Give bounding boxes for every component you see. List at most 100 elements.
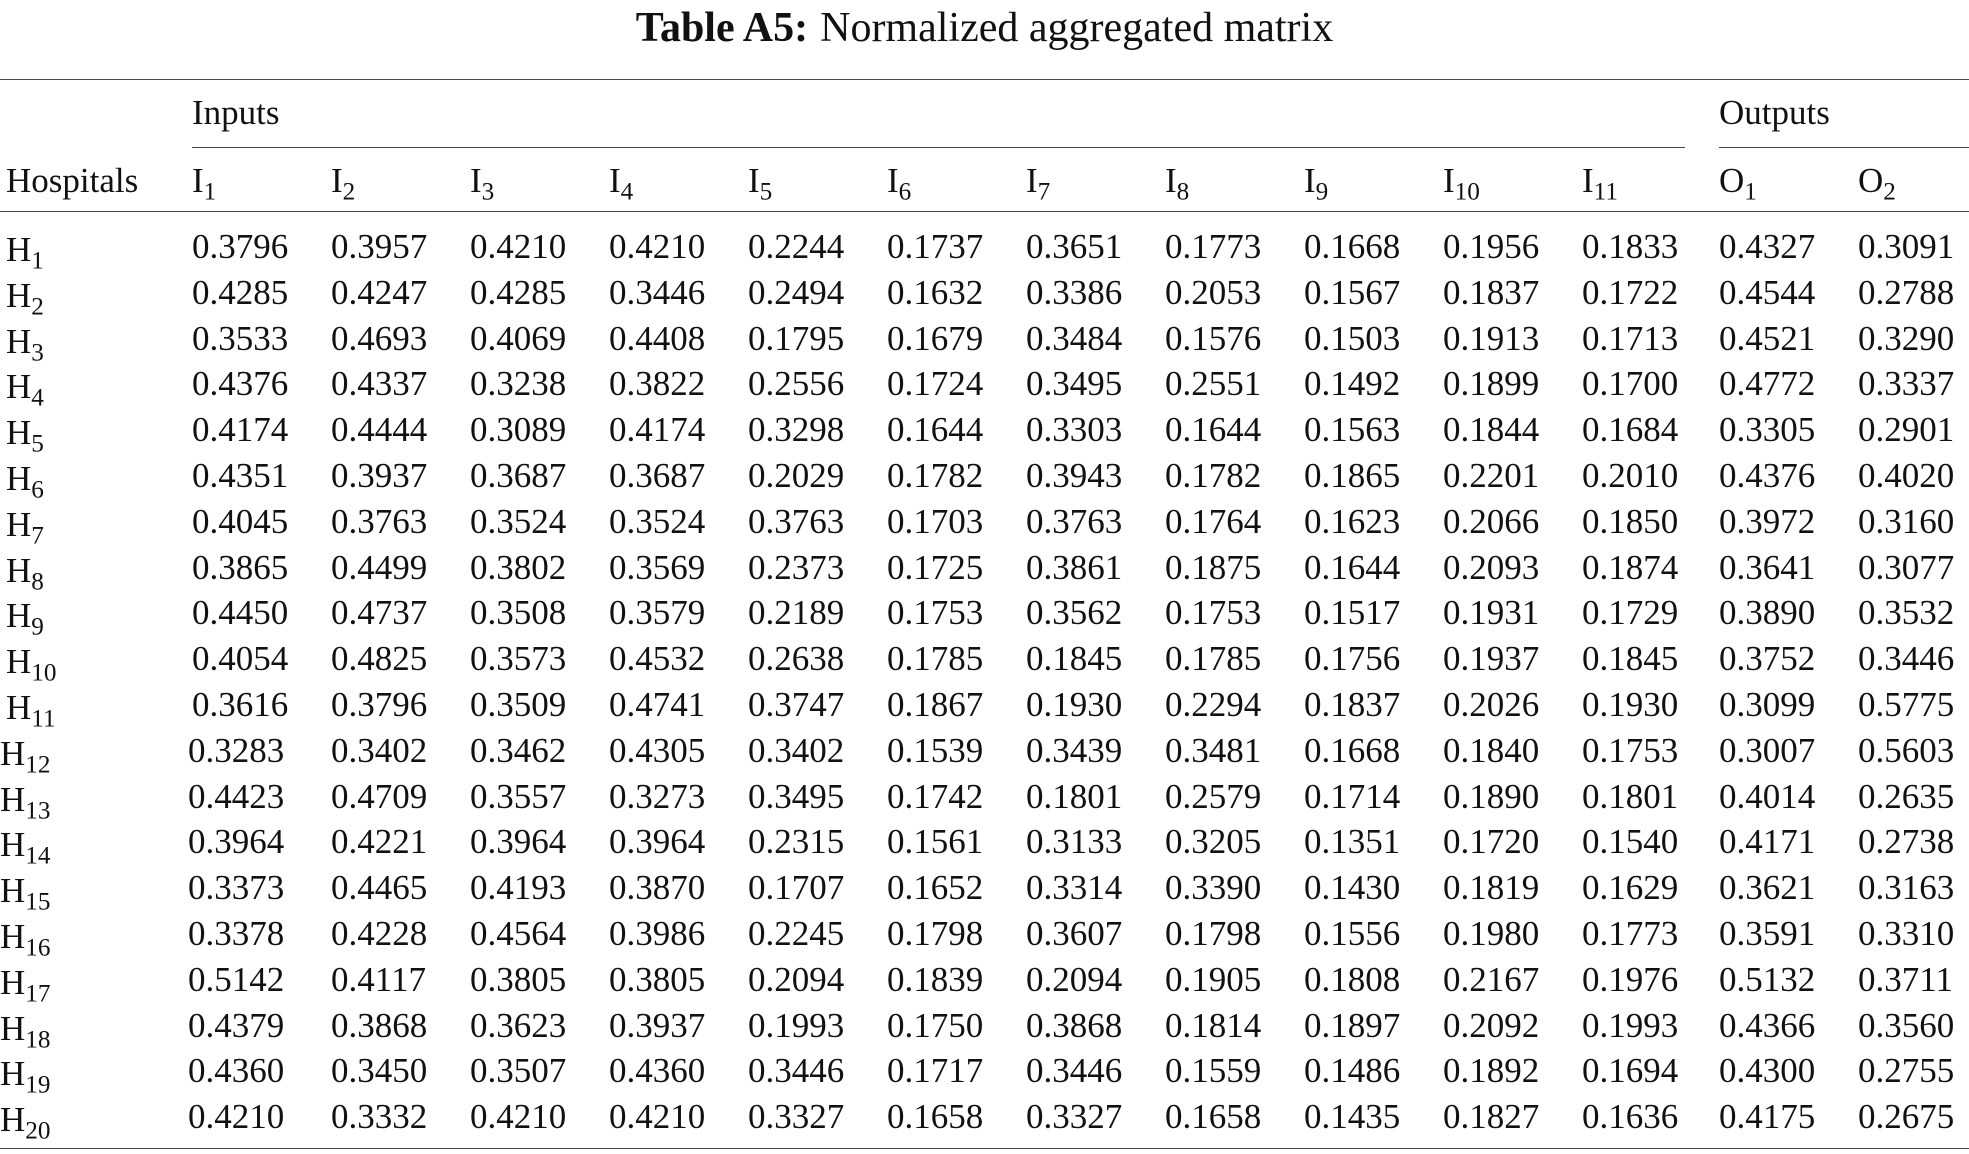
row-header-sub: 8 [31,568,44,596]
table-cell: 0.3868 [331,1005,428,1045]
column-header: I6 [887,161,911,205]
table-cell: 0.1913 [1443,318,1540,358]
row-header-letter: H [0,1008,26,1048]
table-cell: 0.4020 [1858,456,1955,495]
table-cell: 0.2167 [1443,959,1540,999]
table-cell: 0.1636 [1582,1097,1679,1137]
table-cell: 0.1559 [1165,1051,1262,1091]
table-cell: 0.3623 [470,1005,567,1045]
column-header: I11 [1582,161,1618,205]
table-cell: 0.3822 [609,364,706,404]
table-cell: 0.3310 [1858,914,1955,953]
table-cell: 0.4305 [609,730,706,770]
table-cell: 0.3305 [1719,410,1816,450]
table-cell: 0.3390 [1165,868,1262,908]
table-cell: 0.3861 [1026,547,1123,587]
row-header-letter: H [0,962,26,1002]
row-header-letter: H [0,917,26,956]
table-cell: 0.4360 [188,1051,285,1091]
table-cell: 0.1644 [1304,547,1401,587]
row-header-sub: 2 [31,293,44,321]
row-header-letter: H [6,367,32,407]
row-header-letter: H [6,504,32,544]
table-cell: 0.4300 [1719,1051,1816,1091]
inputs-rule [192,147,1685,148]
table-cell: 0.4014 [1719,776,1816,816]
column-header-letter: I [1165,161,1177,200]
table-cell: 0.4193 [470,868,567,908]
table-cell: 0.4221 [331,822,428,862]
table-cell: 0.3937 [331,456,428,495]
stub-header: Hospitals [6,161,139,200]
table-cell: 0.3964 [470,822,567,862]
row-header-letter: H [0,1100,26,1140]
table-cell: 0.2245 [748,914,845,953]
table-cell: 0.3752 [1719,639,1816,679]
column-header-sub: 1 [1744,178,1757,206]
column-header: I8 [1165,161,1189,205]
table-cell: 0.1840 [1443,730,1540,770]
table-cell: 0.4117 [331,959,426,999]
table-cell: 0.3524 [609,501,706,541]
column-header: I3 [470,161,494,205]
table-cell: 0.4499 [331,547,428,587]
table-cell: 0.2315 [748,822,845,862]
table-cell: 0.1517 [1304,593,1401,633]
row-header-sub: 14 [25,842,51,870]
table-cell: 0.4351 [192,456,289,495]
table-cell: 0.4444 [331,410,428,450]
table-cell: 0.1993 [748,1005,845,1045]
table-cell: 0.4376 [1719,456,1816,495]
table-cell: 0.3077 [1858,547,1955,587]
table-cell: 0.3763 [1026,501,1123,541]
table-cell: 0.4450 [192,593,289,633]
table-cell: 0.1875 [1165,547,1262,587]
table-cell: 0.1937 [1443,639,1540,679]
row-header-letter: H [0,733,26,773]
table-cell: 0.2788 [1858,272,1955,312]
table-cell: 0.1819 [1443,868,1540,908]
table-cell: 0.1753 [1165,593,1262,633]
row-header-sub: 15 [25,888,51,916]
table-cell: 0.3651 [1026,227,1123,266]
table-cell: 0.1652 [887,868,984,908]
row-header-letter: H [0,779,26,819]
table-cell: 0.1930 [1026,685,1123,724]
row-header-sub: 10 [31,659,57,687]
table-cell: 0.1725 [887,547,984,587]
table-cell: 0.1905 [1165,959,1262,999]
table-cell: 0.2094 [748,959,845,999]
table-cell: 0.4054 [192,639,289,679]
row-header-sub: 20 [25,1117,51,1145]
title-text: Normalized aggregated matrix [820,5,1334,51]
row-header-sub: 5 [31,430,44,458]
column-header: I1 [192,161,216,205]
table-cell: 0.4737 [331,593,428,633]
table-cell: 0.4366 [1719,1005,1816,1045]
table-cell: 0.3327 [1026,1097,1123,1137]
table-title: Table A5: Normalized aggregated matrix [0,4,1969,52]
table-cell: 0.3446 [748,1051,845,1091]
table-cell: 0.2373 [748,547,845,587]
table-cell: 0.1737 [887,227,984,266]
table-cell: 0.4174 [192,410,289,450]
table-cell: 0.3870 [609,868,706,908]
table-cell: 0.3687 [470,456,567,495]
group-inputs: Inputs [192,93,280,132]
table-cell: 0.3865 [192,547,289,587]
table-cell: 0.1976 [1582,959,1679,999]
table-cell: 0.3495 [748,776,845,816]
column-header: I4 [609,161,633,205]
table-cell: 0.1684 [1582,410,1679,450]
title-label: Table A5: [635,5,809,51]
table-cell: 0.3972 [1719,501,1816,541]
row-header: H2 [6,276,44,320]
table-cell: 0.3446 [1858,639,1955,679]
table-cell: 0.3386 [1026,272,1123,312]
table-cell: 0.5132 [1719,959,1816,999]
column-header-sub: 6 [898,178,912,206]
row-header-letter: H [0,825,26,865]
table-cell: 0.3373 [188,868,285,908]
table-cell: 0.1668 [1304,730,1401,770]
